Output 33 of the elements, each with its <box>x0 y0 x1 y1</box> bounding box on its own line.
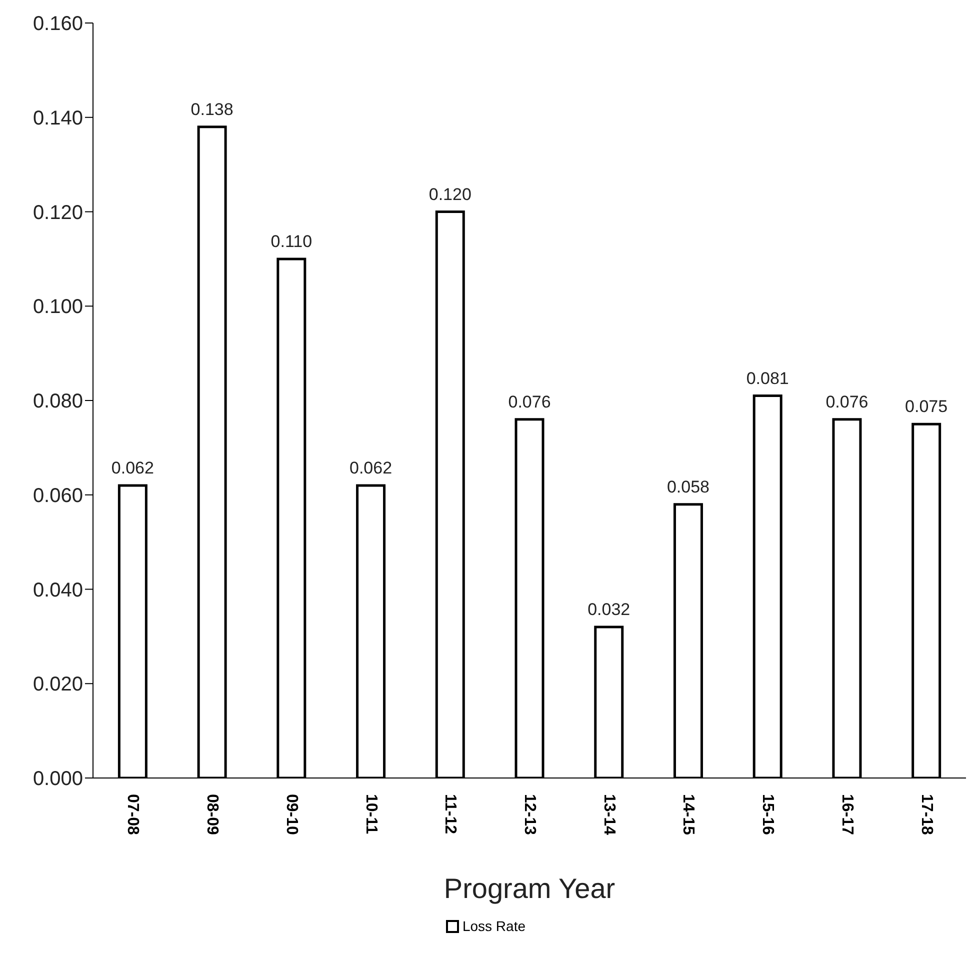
y-tick-label: 0.000 <box>32 768 83 790</box>
y-tick-label: 0.040 <box>32 579 83 602</box>
x-tick-label: 07-08 <box>124 794 142 836</box>
x-tick-label: 09-10 <box>282 794 300 836</box>
x-axis-title: Program Year <box>444 873 616 904</box>
y-tick-label: 0.020 <box>32 674 83 696</box>
x-tick-label: 13-14 <box>600 794 618 836</box>
x-tick-label: 15-16 <box>759 794 776 836</box>
data-label: 0.120 <box>428 184 472 204</box>
x-tick-label: 16-17 <box>838 794 856 836</box>
data-label: 0.110 <box>270 232 312 251</box>
data-label: 0.032 <box>588 600 630 619</box>
y-tick-label: 0.060 <box>32 484 83 507</box>
x-tick-label: 17-18 <box>918 794 935 836</box>
data-label: 0.062 <box>111 458 154 478</box>
x-tick-label: 11-12 <box>442 794 459 834</box>
x-tick-label: 14-15 <box>680 794 697 836</box>
y-tick-label: 0.080 <box>32 390 83 413</box>
y-tick-label: 0.160 <box>32 13 83 36</box>
data-label: 0.075 <box>905 397 948 416</box>
data-label: 0.076 <box>826 392 868 412</box>
x-tick-label: 12-13 <box>521 794 538 836</box>
x-tick-label: 10-11 <box>362 794 380 834</box>
x-tick-label: 08-09 <box>204 794 221 836</box>
data-label: 0.081 <box>746 368 789 388</box>
y-tick-label: 0.100 <box>32 296 83 318</box>
data-label: 0.138 <box>190 100 234 119</box>
legend-label: Loss Rate <box>462 918 526 934</box>
data-label: 0.076 <box>508 392 551 412</box>
y-tick-label: 0.140 <box>32 107 83 130</box>
data-label: 0.062 <box>350 458 392 478</box>
data-label: 0.058 <box>666 477 710 496</box>
y-tick-label: 0.120 <box>32 202 83 224</box>
